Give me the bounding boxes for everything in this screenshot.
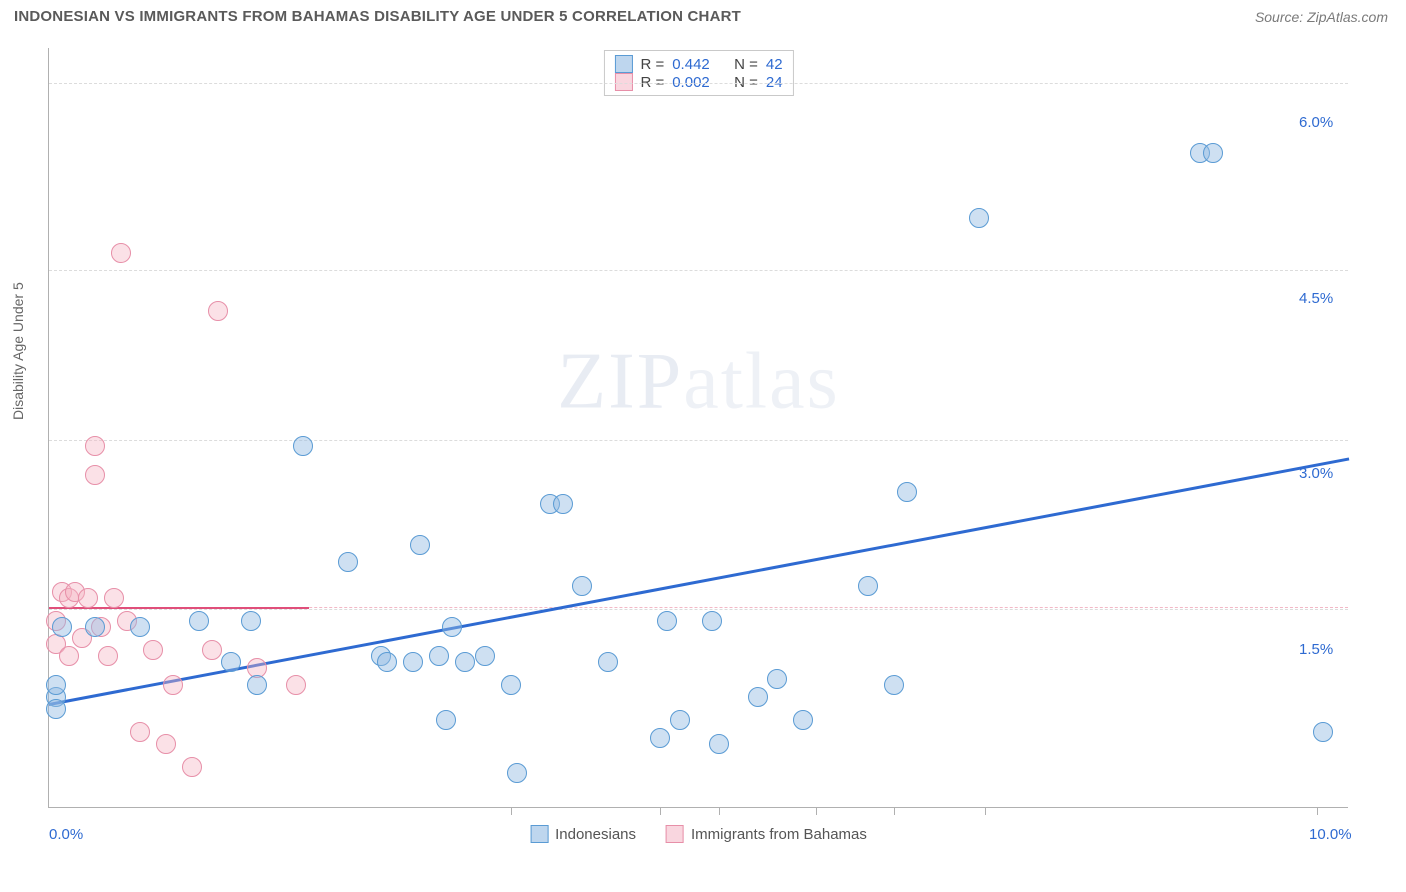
x-tick — [985, 807, 986, 815]
scatter-plot: ZIPatlas R = 0.442 N = 42 R = 0.002 N = … — [48, 48, 1348, 808]
chart-title: INDONESIAN VS IMMIGRANTS FROM BAHAMAS DI… — [14, 8, 741, 25]
data-point — [286, 675, 306, 695]
data-point — [767, 669, 787, 689]
data-point — [793, 710, 813, 730]
stats-row-pink: R = 0.002 N = 24 — [614, 73, 782, 91]
data-point — [884, 675, 904, 695]
legend-label-blue: Indonesians — [555, 826, 636, 843]
stats-legend: R = 0.442 N = 42 R = 0.002 N = 24 — [603, 50, 793, 96]
data-point — [403, 652, 423, 672]
title-bar: INDONESIAN VS IMMIGRANTS FROM BAHAMAS DI… — [0, 0, 1406, 31]
x-tick — [660, 807, 661, 815]
data-point — [241, 611, 261, 631]
data-point — [111, 243, 131, 263]
data-point — [52, 617, 72, 637]
data-point — [436, 710, 456, 730]
x-axis-value: 10.0% — [1309, 826, 1352, 843]
series-legend: Indonesians Immigrants from Bahamas — [530, 825, 867, 843]
r-value-pink: 0.002 — [672, 74, 710, 91]
data-point — [85, 617, 105, 637]
data-point — [455, 652, 475, 672]
data-point — [104, 588, 124, 608]
gridline — [49, 440, 1348, 441]
x-tick — [511, 807, 512, 815]
n-value-pink: 24 — [766, 74, 783, 91]
source-attribution: Source: ZipAtlas.com — [1255, 9, 1388, 25]
data-point — [163, 675, 183, 695]
x-tick — [816, 807, 817, 815]
data-point — [442, 617, 462, 637]
legend-item-blue: Indonesians — [530, 825, 636, 843]
data-point — [657, 611, 677, 631]
data-point — [293, 436, 313, 456]
swatch-blue-icon — [614, 55, 632, 73]
data-point — [702, 611, 722, 631]
data-point — [85, 465, 105, 485]
watermark: ZIPatlas — [557, 336, 840, 427]
data-point — [1313, 722, 1333, 742]
data-point — [709, 734, 729, 754]
watermark-bold: ZIP — [557, 337, 683, 425]
x-tick — [1317, 807, 1318, 815]
data-point — [748, 687, 768, 707]
data-point — [553, 494, 573, 514]
data-point — [475, 646, 495, 666]
data-point — [501, 675, 521, 695]
data-point — [98, 646, 118, 666]
data-point — [1203, 143, 1223, 163]
data-point — [85, 436, 105, 456]
x-tick — [894, 807, 895, 815]
r-label-blue: R = — [640, 56, 664, 73]
data-point — [78, 588, 98, 608]
watermark-thin: atlas — [683, 337, 840, 425]
swatch-pink-icon — [666, 825, 684, 843]
data-point — [247, 675, 267, 695]
data-point — [202, 640, 222, 660]
data-point — [156, 734, 176, 754]
r-label-pink: R = — [640, 74, 664, 91]
data-point — [969, 208, 989, 228]
r-value-blue: 0.442 — [672, 56, 710, 73]
regression-line — [49, 457, 1349, 705]
data-point — [897, 482, 917, 502]
data-point — [670, 710, 690, 730]
data-point — [46, 699, 66, 719]
data-point — [189, 611, 209, 631]
legend-item-pink: Immigrants from Bahamas — [666, 825, 867, 843]
gridline — [49, 270, 1348, 271]
data-point — [858, 576, 878, 596]
n-value-blue: 42 — [766, 56, 783, 73]
x-tick — [719, 807, 720, 815]
data-point — [130, 617, 150, 637]
data-point — [377, 652, 397, 672]
data-point — [182, 757, 202, 777]
data-point — [650, 728, 670, 748]
y-axis-value: 6.0% — [1299, 114, 1333, 131]
swatch-pink-icon — [614, 73, 632, 91]
y-axis-value: 1.5% — [1299, 641, 1333, 658]
y-axis-label: Disability Age Under 5 — [10, 282, 26, 420]
data-point — [429, 646, 449, 666]
gridline — [49, 83, 1348, 84]
data-point — [410, 535, 430, 555]
data-point — [338, 552, 358, 572]
data-point — [59, 646, 79, 666]
y-axis-value: 4.5% — [1299, 290, 1333, 307]
data-point — [46, 675, 66, 695]
data-point — [572, 576, 592, 596]
swatch-blue-icon — [530, 825, 548, 843]
legend-label-pink: Immigrants from Bahamas — [691, 826, 867, 843]
data-point — [130, 722, 150, 742]
x-axis-value: 0.0% — [49, 826, 83, 843]
source-label: Source: — [1255, 9, 1307, 25]
source-name: ZipAtlas.com — [1307, 9, 1388, 25]
n-label-pink: N = — [734, 74, 758, 91]
data-point — [598, 652, 618, 672]
data-point — [507, 763, 527, 783]
stats-row-blue: R = 0.442 N = 42 — [614, 55, 782, 73]
data-point — [221, 652, 241, 672]
n-label-blue: N = — [734, 56, 758, 73]
data-point — [143, 640, 163, 660]
data-point — [208, 301, 228, 321]
